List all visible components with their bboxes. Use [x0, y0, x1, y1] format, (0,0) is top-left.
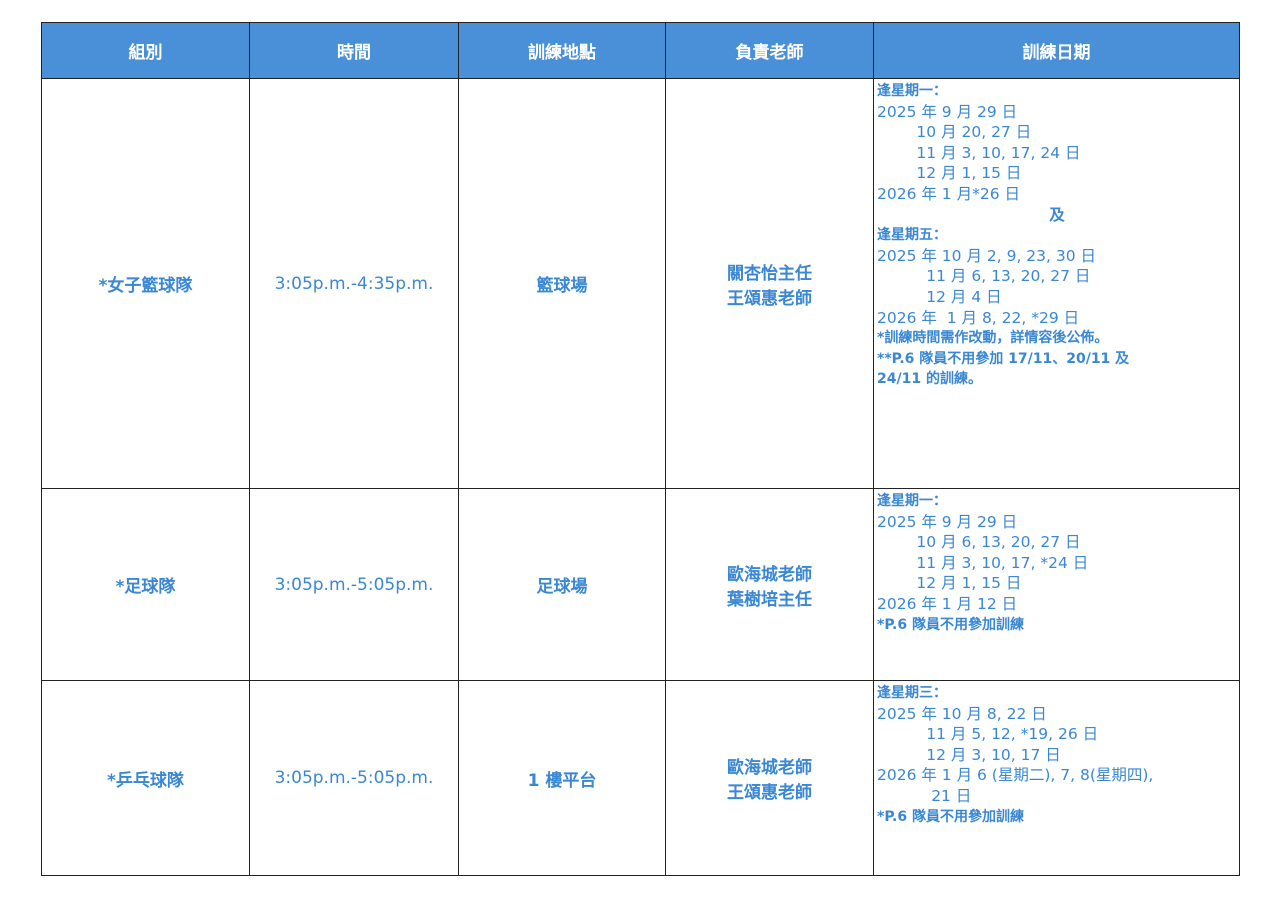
header-dates: 訓練日期 [873, 22, 1240, 79]
teacher-name: 關杏怡主任 [727, 263, 812, 284]
teacher-name: 歐海城老師 [727, 564, 812, 585]
date-line: 10 月 6, 13, 20, 27 日 [877, 533, 1081, 552]
date-line: *P.6 隊員不用參加訓練 [877, 616, 1024, 633]
date-line: **P.6 隊員不用參加 17/11、20/11 及 [877, 350, 1130, 367]
date-line: 11 月 3, 10, 17, 24 日 [877, 143, 1081, 162]
group-cell: *乒乓球隊 [41, 680, 250, 876]
date-line: 2025 年 10 月 2, 9, 23, 30 日 [877, 246, 1097, 265]
date-line: 11 月 3, 10, 17, *24 日 [877, 553, 1089, 572]
header-row: 組別 時間 訓練地點 負責老師 訓練日期 [41, 22, 1240, 79]
date-line: 12 月 4 日 [877, 287, 1002, 306]
date-line: 2026 年 1 月 6 (星期二), 7, 8(星期四), [877, 766, 1154, 785]
date-line: 2025 年 9 月 29 日 [877, 102, 1018, 121]
date-line: 2025 年 9 月 29 日 [877, 512, 1018, 531]
date-line: 10 月 20, 27 日 [877, 123, 1032, 142]
header-time: 時間 [249, 22, 459, 79]
date-line: 2026 年 1 月*26 日 [877, 184, 1020, 203]
date-line: 逢星期一： [877, 493, 947, 509]
date-line: 12 月 1, 15 日 [877, 164, 1022, 183]
venue-cell: 足球場 [458, 488, 666, 681]
teachers-cell: 關杏怡主任王頌惠老師 [665, 78, 874, 489]
time-cell: 3:05p.m.-4:35p.m. [249, 78, 459, 489]
date-line: 24/11 的訓練。 [877, 371, 982, 388]
time-cell: 3:05p.m.-5:05p.m. [249, 488, 459, 681]
header-teachers: 負責老師 [665, 22, 874, 79]
date-line: 2026 年 1 月 12 日 [877, 594, 1018, 613]
dates-cell: 逢星期一： 2025 年 9 月 29 日 10 月 20, 27 日 11 月 … [873, 78, 1240, 489]
teacher-name: 歐海城老師 [727, 758, 812, 778]
header-group: 組別 [41, 22, 250, 79]
date-line: 11 月 5, 12, *19, 26 日 [877, 725, 1099, 744]
teacher-name: 王頌惠老師 [727, 783, 812, 803]
date-line: *P.6 隊員不用參加訓練 [877, 808, 1024, 825]
group-cell: *女子籃球隊 [41, 78, 250, 489]
dates-cell: 逢星期一： 2025 年 9 月 29 日 10 月 6, 13, 20, 27 … [873, 488, 1240, 681]
date-line: 12 月 3, 10, 17 日 [877, 745, 1061, 764]
date-line: 12 月 1, 15 日 [877, 574, 1022, 593]
header-venue: 訓練地點 [458, 22, 666, 79]
teachers-cell: 歐海城老師王頌惠老師 [665, 680, 874, 876]
venue-cell: 1 樓平台 [458, 680, 666, 876]
table-row: *足球隊 3:05p.m.-5:05p.m. 足球場 歐海城老師 葉樹培主任 逢星期一： 2… [41, 488, 1240, 681]
date-line: 逢星期一： [877, 83, 947, 99]
date-line: 21 日 [877, 786, 972, 805]
time-cell: 3:05p.m.-5:05p.m. [249, 680, 459, 876]
teachers-cell: 歐海城老師葉樹培主任 [665, 488, 874, 681]
date-line: 2025 年 10 月 8, 22 日 [877, 704, 1047, 723]
teacher-name: 葉樹培主任 [727, 589, 812, 610]
date-line: 逢星期三： [877, 685, 947, 701]
date-line: 11 月 6, 13, 20, 27 日 [877, 267, 1091, 286]
table-row: *女子籃球隊 3:05p.m.-4:35p.m. 籃球場 關杏怡主任 王頌惠老師 逢星期一… [41, 78, 1240, 489]
group-cell: *足球隊 [41, 488, 250, 681]
dates-cell: 逢星期三： 2025 年 10 月 8, 22 日 11 月 5, 12, *19… [873, 680, 1240, 876]
table-row: *乒乓球隊 3:05p.m.-5:05p.m. 1 樓平台 歐海城老師 王頌惠老師 逢星期… [41, 680, 1240, 876]
teacher-name: 王頌惠老師 [727, 288, 812, 309]
date-line: 逢星期五： [877, 227, 947, 244]
date-line: 及 [1049, 205, 1065, 224]
training-schedule-table: 組別 時間 訓練地點 負責老師 訓練日期 *女子籃球隊 3:05p.m.-4:35… [41, 22, 1240, 876]
date-line: 2026 年 1 月 8, 22, *29 日 [877, 308, 1080, 327]
venue-cell: 籃球場 [458, 78, 666, 489]
date-line: *訓練時間需作改動，詳情容後公佈。 [877, 330, 1109, 347]
